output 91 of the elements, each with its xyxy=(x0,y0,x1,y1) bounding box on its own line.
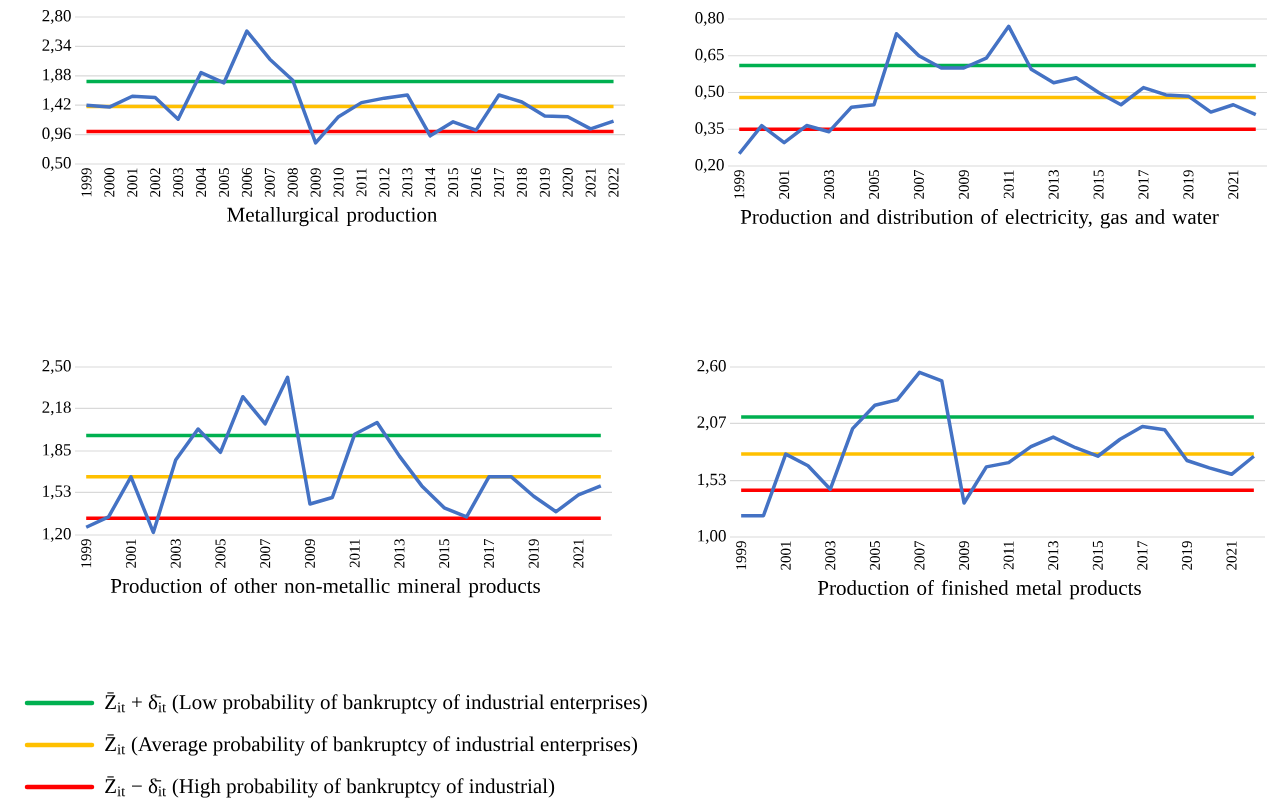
y-tick-label: 1,88 xyxy=(43,68,71,83)
x-tick-label: 2006 xyxy=(241,167,252,197)
legend-label: Z̄$_{it}$ + δ̄$_{it}$ (Low probability of bankruptcy of industrial enterprises) xyxy=(105,692,647,714)
x-tick-label: 2005 xyxy=(218,168,230,197)
line-series xyxy=(739,370,1256,518)
y-tick-label: 0,50 xyxy=(695,85,724,100)
x-tick-label: 2021 xyxy=(573,539,584,568)
x-tick-label: 2000 xyxy=(104,168,115,197)
x-tick-label: 2011 xyxy=(1003,541,1014,570)
x-tick-label: 2001 xyxy=(127,168,138,197)
x-tick-label: 2001 xyxy=(780,541,791,570)
y-tick-label: 1,85 xyxy=(43,444,71,458)
x-tick-label: 2007 xyxy=(264,167,275,197)
y-tick-label: 1,53 xyxy=(43,485,71,500)
y-tick-label: 1,20 xyxy=(43,528,71,542)
x-tick-label: 2012 xyxy=(379,168,390,197)
line-series xyxy=(84,375,603,535)
x-tick-label: 2011 xyxy=(349,539,360,568)
text: Metallurgical production xyxy=(227,207,438,227)
x-tick-label: 1999 xyxy=(81,539,92,568)
x-tick-label: 2015 xyxy=(1093,170,1104,199)
x-tick-label: 2017 xyxy=(483,538,494,568)
x-tick-label: 2021 xyxy=(585,168,596,197)
x-tick-label: 2021 xyxy=(1228,170,1239,199)
legend-label: Z̄$_{it}$ (Average probability of bankruptcy of industrial enterprises) xyxy=(105,734,637,756)
x-tick-label: 2002 xyxy=(150,168,161,197)
x-tick-label: 2013 xyxy=(394,539,405,568)
x-tick-label: 2007 xyxy=(260,538,271,568)
line-series xyxy=(84,29,616,145)
x-tick-label: 2011 xyxy=(356,168,367,197)
x-tick-label: 2018 xyxy=(516,168,527,197)
x-tick-label: 2013 xyxy=(1048,541,1059,570)
x-tick-label: 2020 xyxy=(562,168,573,197)
x-tick-label: 2005 xyxy=(215,539,226,568)
x-tick-label: 2017 xyxy=(493,167,505,197)
y-tick-label: 2,60 xyxy=(697,360,726,374)
text: Production of other non-metallic mineral products xyxy=(110,578,540,598)
x-tick-label: 2003 xyxy=(825,541,836,570)
x-tick-label: 1999 xyxy=(734,170,745,199)
x-tick-label: 2004 xyxy=(195,167,207,197)
y-tick-label: 0,65 xyxy=(695,48,724,63)
line-series xyxy=(737,24,1258,156)
x-tick-label: 2001 xyxy=(779,170,790,199)
x-tick-label: 2021 xyxy=(1226,541,1237,570)
x-tick-label: 2007 xyxy=(913,169,924,199)
y-tick-label: 0,96 xyxy=(42,127,71,142)
x-tick-label: 2009 xyxy=(310,168,321,197)
y-tick-label: 2,07 xyxy=(697,416,726,431)
x-tick-label: 2013 xyxy=(1048,170,1059,199)
text: Production and distribution of electricity, gas and water xyxy=(740,209,1219,229)
y-tick-label: 2,34 xyxy=(42,39,72,54)
x-tick-label: 2019 xyxy=(539,168,550,197)
x-tick-label: 2001 xyxy=(125,539,136,568)
x-tick-label: 2003 xyxy=(173,168,184,197)
x-tick-label: 2003 xyxy=(170,539,181,568)
x-tick-label: 2014 xyxy=(425,167,436,197)
x-tick-label: 2019 xyxy=(1181,541,1193,570)
x-tick-label: 2009 xyxy=(959,541,970,570)
x-tick-label: 2022 xyxy=(608,168,619,197)
y-tick-label: 2,18 xyxy=(42,401,71,416)
x-tick-label: 2017 xyxy=(1138,169,1149,199)
x-tick-label: 2017 xyxy=(1137,540,1148,570)
x-tick-label: 1999 xyxy=(736,541,747,570)
x-tick-label: 2005 xyxy=(868,170,880,199)
x-tick-label: 2013 xyxy=(402,168,413,197)
x-tick-label: 2009 xyxy=(304,539,315,568)
x-tick-label: 2015 xyxy=(439,539,450,568)
x-tick-label: 2009 xyxy=(958,170,969,199)
y-tick-label: 0,35 xyxy=(695,122,724,137)
y-tick-label: 2,50 xyxy=(42,360,71,374)
text: Production of finished metal products xyxy=(817,580,1141,600)
y-tick-label: 0,50 xyxy=(42,157,71,171)
x-tick-label: 2007 xyxy=(914,540,925,570)
x-tick-label: 2005 xyxy=(869,541,880,570)
x-tick-label: 2010 xyxy=(333,168,344,197)
y-tick-label: 2,80 xyxy=(42,10,71,24)
x-tick-label: 2019 xyxy=(528,539,539,568)
x-tick-label: 2011 xyxy=(1003,170,1014,199)
y-tick-label: 1,00 xyxy=(698,530,726,544)
y-tick-label: 1,53 xyxy=(698,473,726,488)
x-tick-label: 1999 xyxy=(81,168,92,197)
y-tick-label: 1,42 xyxy=(43,98,71,113)
x-tick-label: 2019 xyxy=(1183,170,1194,199)
x-tick-label: 2008 xyxy=(287,168,298,197)
x-tick-label: 2003 xyxy=(824,170,835,199)
x-tick-label: 2015 xyxy=(1092,541,1103,570)
legend-label: Z̄$_{it}$ − δ̄$_{it}$ (High probability of bankruptcy of industrial) xyxy=(105,776,555,798)
x-tick-label: 2016 xyxy=(470,167,482,197)
x-tick-label: 2015 xyxy=(448,168,459,197)
y-tick-label: 0,20 xyxy=(695,159,724,173)
y-tick-label: 0,80 xyxy=(695,12,724,26)
